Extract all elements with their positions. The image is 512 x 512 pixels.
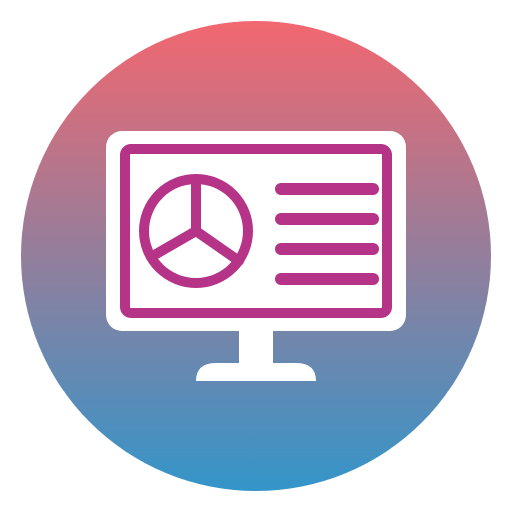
icon-background — [21, 21, 491, 491]
analytics-monitor-icon — [21, 21, 491, 491]
